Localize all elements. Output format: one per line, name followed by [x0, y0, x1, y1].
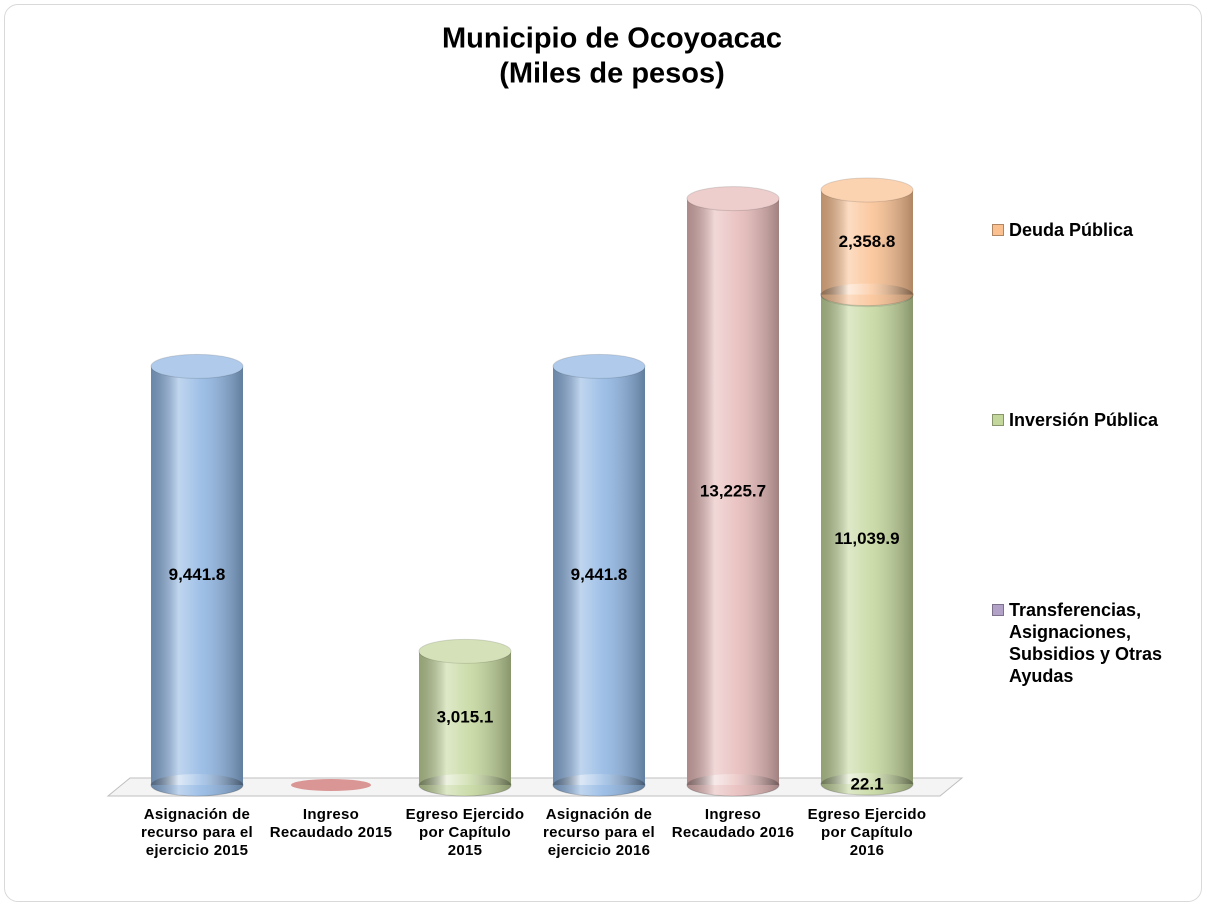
- bar-top: [686, 186, 780, 212]
- bar-top: [552, 353, 646, 379]
- chart-frame: [4, 4, 1202, 902]
- x-tick-label: Ingreso Recaudado 2016: [671, 806, 795, 841]
- legend-label: Deuda Pública: [1009, 220, 1134, 240]
- bar-shade: [821, 294, 913, 785]
- value-label: 9,441.8: [169, 565, 226, 584]
- legend-swatch: [992, 224, 1004, 236]
- bar: [291, 779, 371, 791]
- value-label: 22.1: [850, 774, 883, 793]
- bar-group: [820, 282, 914, 796]
- bar-shade: [687, 198, 779, 785]
- bar-bottom-shade: [553, 774, 645, 796]
- bar-top-highlight: [419, 639, 511, 664]
- bar-bottom-shade: [687, 774, 779, 796]
- bar-group: [820, 177, 914, 307]
- chart-title: Municipio de Ocoyoacac: [442, 23, 782, 55]
- bar-top: [150, 353, 244, 379]
- bar-shade: [419, 651, 511, 785]
- bar-group: [418, 638, 512, 797]
- x-tick-label: Egreso Ejercido por Capítulo 2016: [807, 806, 927, 859]
- x-tick-label: Asignación de recurso para el ejercicio …: [140, 806, 254, 859]
- bars: [150, 177, 914, 797]
- bar-top-highlight: [687, 186, 779, 211]
- bar-bottom-shade: [821, 283, 913, 306]
- bar-top-highlight: [553, 354, 645, 379]
- bar-top: [418, 638, 512, 664]
- x-tick-label: Egreso Ejercido por Capítulo 2015: [405, 806, 525, 859]
- value-label: 3,015.1: [437, 708, 494, 727]
- bar-top: [820, 177, 914, 203]
- value-label: 13,225.7: [700, 481, 766, 500]
- legend-label: Transferencias, Asignaciones, Subsidios …: [1009, 600, 1163, 686]
- legend-label: Inversión Pública: [1009, 410, 1159, 430]
- value-label: 11,039.9: [834, 529, 899, 548]
- bar-group: [552, 353, 646, 797]
- x-tick-label: Ingreso Recaudado 2015: [269, 806, 393, 841]
- chart-subtitle: (Miles de pesos): [499, 58, 725, 90]
- bar-shade: [553, 366, 645, 785]
- value-labels: 9,441.8 3,015.1 9,441.8 13,225.7 22.1 11,039.…: [169, 232, 900, 794]
- bar-shade: [151, 366, 243, 785]
- value-label: 2,358.8: [839, 232, 896, 251]
- bar-top-highlight: [821, 178, 913, 202]
- bar-bottom-shade: [151, 774, 243, 796]
- bar-group: [150, 353, 244, 797]
- bar-group: [686, 186, 780, 797]
- bar-top-highlight: [151, 354, 243, 379]
- value-label: 9,441.8: [571, 565, 628, 584]
- legend-swatch: [992, 604, 1004, 616]
- bar-shade: [821, 190, 913, 295]
- bar-bottom-shade: [419, 774, 511, 796]
- x-tick-label: Asignación de recurso para el ejercicio …: [542, 806, 656, 859]
- bar-bottom-shade: [821, 773, 913, 796]
- legend-swatch: [992, 414, 1004, 426]
